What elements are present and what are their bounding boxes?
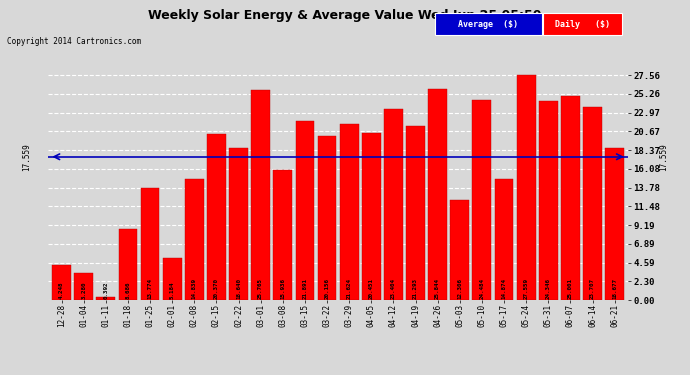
Text: 25.765: 25.765 [258,278,263,299]
Text: 23.707: 23.707 [590,278,595,299]
Bar [317,136,337,300]
Text: 8.686: 8.686 [126,282,130,299]
Bar [295,122,315,300]
Bar [495,178,513,300]
Text: 18.677: 18.677 [612,278,617,299]
Text: 13.774: 13.774 [148,278,152,299]
Text: 24.484: 24.484 [480,278,484,299]
Text: 17.559: 17.559 [22,143,31,171]
Text: 15.936: 15.936 [280,278,285,299]
Bar [339,124,359,300]
Bar [451,200,469,300]
Text: Weekly Solar Energy & Average Value Wed Jun 25 05:50: Weekly Solar Energy & Average Value Wed … [148,9,542,22]
Text: 25.001: 25.001 [568,278,573,299]
Text: 14.839: 14.839 [192,278,197,299]
Bar [207,134,226,300]
Bar [517,75,535,300]
Bar [561,96,580,300]
Bar [229,148,248,300]
Bar [473,100,491,300]
Text: Daily   ($): Daily ($) [555,20,610,29]
Text: 14.874: 14.874 [502,278,506,299]
Text: 27.559: 27.559 [524,278,529,299]
Bar [251,90,270,300]
Text: 3.280: 3.280 [81,282,86,299]
Text: 23.404: 23.404 [391,278,396,299]
Text: Average  ($): Average ($) [458,20,518,29]
Text: 20.451: 20.451 [368,278,374,299]
Text: 20.370: 20.370 [214,278,219,299]
Text: Copyright 2014 Cartronics.com: Copyright 2014 Cartronics.com [7,38,141,46]
Text: 21.891: 21.891 [302,278,308,299]
Text: 20.156: 20.156 [324,278,330,299]
Bar [52,266,71,300]
Text: 0.392: 0.392 [104,282,108,299]
Text: 12.306: 12.306 [457,278,462,299]
Text: 5.184: 5.184 [170,282,175,299]
Bar [97,297,115,300]
Text: 17.559: 17.559 [659,143,668,171]
Bar [185,179,204,300]
Text: 21.293: 21.293 [413,278,418,299]
Bar [605,148,624,300]
Bar [273,170,292,300]
Text: 21.624: 21.624 [346,278,352,299]
Bar [406,126,425,300]
Bar [75,273,93,300]
Bar [163,258,181,300]
Bar [141,188,159,300]
Bar [428,89,447,300]
Bar [362,133,381,300]
Bar [384,109,403,300]
Text: 4.248: 4.248 [59,282,64,299]
Bar [583,106,602,300]
Text: 25.844: 25.844 [435,278,440,299]
Text: 18.640: 18.640 [236,278,241,299]
Bar [119,229,137,300]
Bar [539,101,558,300]
Text: 24.346: 24.346 [546,278,551,299]
